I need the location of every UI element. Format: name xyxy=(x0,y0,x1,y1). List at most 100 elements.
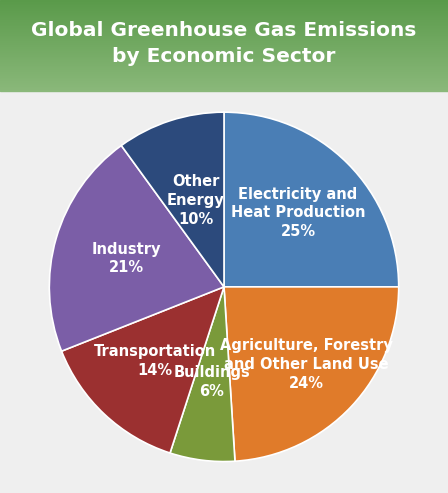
Bar xyxy=(0,79,448,80)
Bar xyxy=(0,13,448,14)
Bar xyxy=(0,4,448,5)
Bar xyxy=(0,46,448,47)
Wedge shape xyxy=(170,287,235,461)
Text: Industry
21%: Industry 21% xyxy=(92,242,161,276)
Bar xyxy=(0,20,448,21)
Bar xyxy=(0,51,448,52)
Bar xyxy=(0,24,448,25)
Bar xyxy=(0,72,448,73)
Bar xyxy=(0,81,448,82)
Bar xyxy=(0,60,448,61)
Bar xyxy=(0,29,448,30)
Bar xyxy=(0,50,448,51)
Bar xyxy=(0,58,448,59)
Bar xyxy=(0,56,448,57)
Bar xyxy=(0,27,448,28)
Bar xyxy=(0,64,448,65)
Bar xyxy=(0,52,448,53)
Bar xyxy=(0,84,448,85)
Bar xyxy=(0,3,448,4)
Bar xyxy=(0,35,448,36)
Bar xyxy=(0,75,448,76)
Bar xyxy=(0,30,448,31)
Bar xyxy=(0,74,448,75)
Bar xyxy=(0,31,448,32)
Wedge shape xyxy=(49,145,224,351)
Wedge shape xyxy=(224,112,399,287)
Bar xyxy=(0,37,448,38)
Bar xyxy=(0,66,448,67)
Bar xyxy=(0,59,448,60)
Bar xyxy=(0,82,448,83)
Bar xyxy=(0,68,448,69)
Bar xyxy=(0,45,448,46)
Bar xyxy=(0,23,448,24)
Bar xyxy=(0,49,448,50)
Bar xyxy=(0,61,448,62)
Text: Agriculture, Forestry
and Other Land Use
24%: Agriculture, Forestry and Other Land Use… xyxy=(220,339,393,390)
Bar xyxy=(0,22,448,23)
Bar xyxy=(0,2,448,3)
Bar xyxy=(0,5,448,6)
Bar xyxy=(0,19,448,20)
Bar xyxy=(0,32,448,33)
Bar xyxy=(0,43,448,44)
Wedge shape xyxy=(61,287,224,453)
Bar xyxy=(0,36,448,37)
Bar xyxy=(0,12,448,13)
Bar xyxy=(0,1,448,2)
Bar xyxy=(0,73,448,74)
Text: Electricity and
Heat Production
25%: Electricity and Heat Production 25% xyxy=(231,187,366,239)
Bar xyxy=(0,16,448,17)
Bar xyxy=(0,78,448,79)
Bar xyxy=(0,62,448,63)
Bar xyxy=(0,8,448,9)
Bar xyxy=(0,38,448,39)
Bar xyxy=(0,77,448,78)
Bar xyxy=(0,90,448,91)
Bar xyxy=(0,55,448,56)
Bar xyxy=(0,26,448,27)
Bar xyxy=(0,33,448,34)
Bar xyxy=(0,54,448,55)
Bar xyxy=(0,11,448,12)
Bar xyxy=(0,57,448,58)
Bar xyxy=(0,42,448,43)
Bar xyxy=(0,65,448,66)
Bar xyxy=(0,6,448,7)
Bar xyxy=(0,71,448,72)
Bar xyxy=(0,17,448,18)
Bar xyxy=(0,53,448,54)
Bar xyxy=(0,76,448,77)
Text: Buildings
6%: Buildings 6% xyxy=(173,365,250,399)
Bar xyxy=(0,25,448,26)
Bar xyxy=(0,9,448,10)
Bar xyxy=(0,0,448,1)
Bar xyxy=(0,48,448,49)
Text: Other
Energy
10%: Other Energy 10% xyxy=(167,175,225,227)
Bar xyxy=(0,63,448,64)
Bar xyxy=(0,67,448,68)
Bar xyxy=(0,87,448,88)
Wedge shape xyxy=(121,112,224,287)
Text: Transportation
14%: Transportation 14% xyxy=(94,344,216,378)
Bar xyxy=(0,41,448,42)
Bar xyxy=(0,80,448,81)
Bar xyxy=(0,47,448,48)
Bar xyxy=(0,83,448,84)
Bar xyxy=(0,69,448,70)
Bar xyxy=(0,10,448,11)
Bar xyxy=(0,44,448,45)
Text: Global Greenhouse Gas Emissions
by Economic Sector: Global Greenhouse Gas Emissions by Econo… xyxy=(31,21,417,66)
Bar xyxy=(0,85,448,86)
Bar xyxy=(0,15,448,16)
Bar xyxy=(0,70,448,71)
Bar xyxy=(0,34,448,35)
Wedge shape xyxy=(224,287,399,461)
Bar xyxy=(0,21,448,22)
Bar xyxy=(0,28,448,29)
Bar xyxy=(0,18,448,19)
Bar xyxy=(0,86,448,87)
Bar xyxy=(0,88,448,89)
Bar xyxy=(0,14,448,15)
